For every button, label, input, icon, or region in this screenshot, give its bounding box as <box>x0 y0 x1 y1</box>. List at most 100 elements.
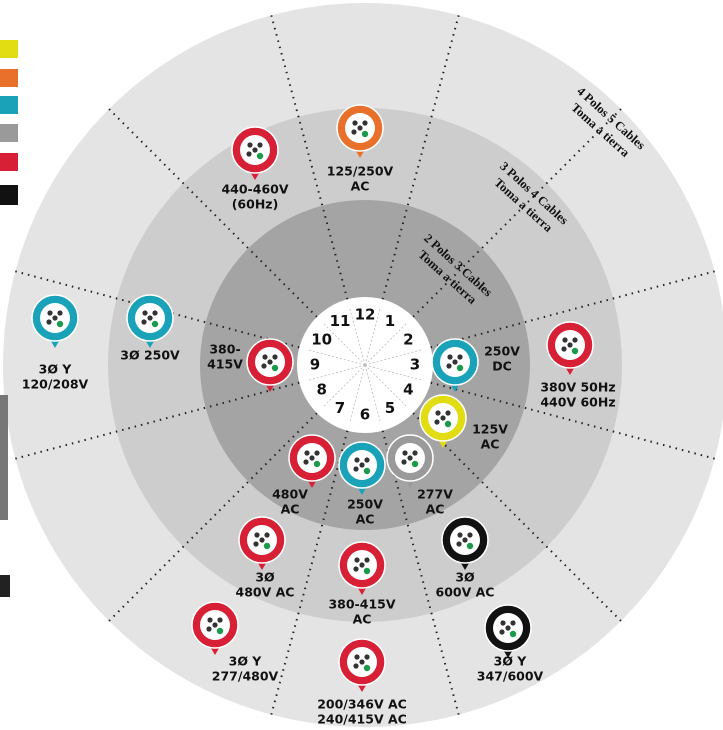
plug-pin <box>354 457 359 462</box>
plug-pin <box>364 457 369 462</box>
clock-number: 3 <box>410 356 420 374</box>
plug-pin <box>212 622 217 627</box>
plug-pin <box>462 537 467 542</box>
plug-label: 240/415V AC <box>317 712 407 727</box>
plug-pin <box>457 354 462 359</box>
plug-pin <box>152 310 157 315</box>
diagram: 1212345678910114 Polos 5 CablesToma a ti… <box>0 0 723 730</box>
plug-label: 3Ø Y <box>494 654 528 669</box>
plug-pin <box>309 455 314 460</box>
plug-pin <box>261 363 266 368</box>
plug-pin <box>401 459 406 464</box>
plug-pin <box>362 120 367 125</box>
clock-number: 11 <box>330 312 351 330</box>
plug-pin <box>47 310 52 315</box>
plug-label: 380-415V <box>328 597 395 612</box>
plug-label: 3Ø 250V <box>120 348 180 363</box>
plug-label: 200/346V AC <box>317 697 407 712</box>
plug-pin <box>445 410 450 415</box>
plug-pin <box>364 557 369 562</box>
plug-pin <box>217 617 222 622</box>
plug-label: AC <box>481 437 500 452</box>
plug-pin <box>499 629 504 634</box>
plug-pin <box>446 363 451 368</box>
plug-label: 3Ø Y <box>39 362 73 377</box>
plug-pin <box>246 151 251 156</box>
clock-number: 12 <box>355 306 376 324</box>
plug-pin <box>207 617 212 622</box>
plug-pin <box>141 319 146 324</box>
plug-pin <box>57 310 62 315</box>
plug-pin-ground <box>457 365 463 371</box>
plug-label: DC <box>492 359 512 374</box>
plug-pin <box>262 354 267 359</box>
plug-label: 3Ø <box>255 570 275 585</box>
plug-pin-ground <box>362 131 368 137</box>
plug-pin <box>561 346 566 351</box>
plug-pin <box>314 450 319 455</box>
clock-number: 4 <box>403 381 413 399</box>
plug-label: 380V 50Hz <box>540 380 615 395</box>
plug-pin <box>264 532 269 537</box>
plug-pin <box>267 359 272 364</box>
plug-pin <box>402 450 407 455</box>
plug-pin-ground <box>364 468 370 474</box>
clock-number: 8 <box>316 381 326 399</box>
plug-pin <box>452 359 457 364</box>
plug-pin <box>359 659 364 664</box>
plug-pin <box>500 620 505 625</box>
plug-pin-ground <box>217 628 223 634</box>
plug-pin-ground <box>57 321 63 327</box>
clock-number: 10 <box>311 331 332 349</box>
clock-number: 1 <box>385 312 395 330</box>
plug-pin <box>254 532 259 537</box>
legend-swatch <box>0 40 18 58</box>
plug-label: 440-460V <box>221 182 288 197</box>
plug-pin <box>303 459 308 464</box>
plug-pin <box>252 147 257 152</box>
plug-label: AC <box>426 502 445 517</box>
plug-pin <box>364 654 369 659</box>
plug-pin-ground <box>412 461 418 467</box>
plug-label: 277/480V <box>212 669 279 684</box>
plug-label: 125V <box>472 422 508 437</box>
plug-pin <box>304 450 309 455</box>
plug-label: 440V 60Hz <box>540 395 615 410</box>
cropped-image <box>0 575 10 597</box>
plug-label: 120/208V <box>22 377 89 392</box>
clock-number: 5 <box>385 399 395 417</box>
legend-swatch <box>0 96 18 114</box>
plug-pin <box>351 129 356 134</box>
plug-pin <box>562 337 567 342</box>
plug-pin <box>359 462 364 467</box>
plug-pin <box>359 562 364 567</box>
plug-pin-ground <box>272 365 278 371</box>
plug-pin-ground <box>445 421 451 427</box>
clock-number: 2 <box>403 331 413 349</box>
plug-pin <box>572 337 577 342</box>
plug-pin <box>354 557 359 562</box>
plug-label: AC <box>353 612 372 627</box>
plug-pin <box>412 450 417 455</box>
plug-label: 347/600V <box>477 669 544 684</box>
plug-pin-ground <box>257 153 263 159</box>
cropped-image <box>0 395 8 520</box>
plug-label: 3Ø Y <box>229 654 263 669</box>
plug-pin <box>247 142 252 147</box>
legend-swatch <box>0 185 18 205</box>
plug-pin <box>440 415 445 420</box>
plug-pin <box>142 310 147 315</box>
plug-pin <box>434 419 439 424</box>
plug-pin-ground <box>314 461 320 467</box>
legend-swatch <box>0 153 18 171</box>
plug-pin <box>272 354 277 359</box>
plug-pin-ground <box>152 321 158 327</box>
plug-pin <box>259 537 264 542</box>
plug-pin <box>447 354 452 359</box>
clock-number: 6 <box>360 406 370 424</box>
plug-pin-ground <box>364 568 370 574</box>
plug-pin <box>407 455 412 460</box>
plug-pin-ground <box>510 631 516 637</box>
plug-pin-ground <box>264 543 270 549</box>
clock-number: 7 <box>335 399 345 417</box>
